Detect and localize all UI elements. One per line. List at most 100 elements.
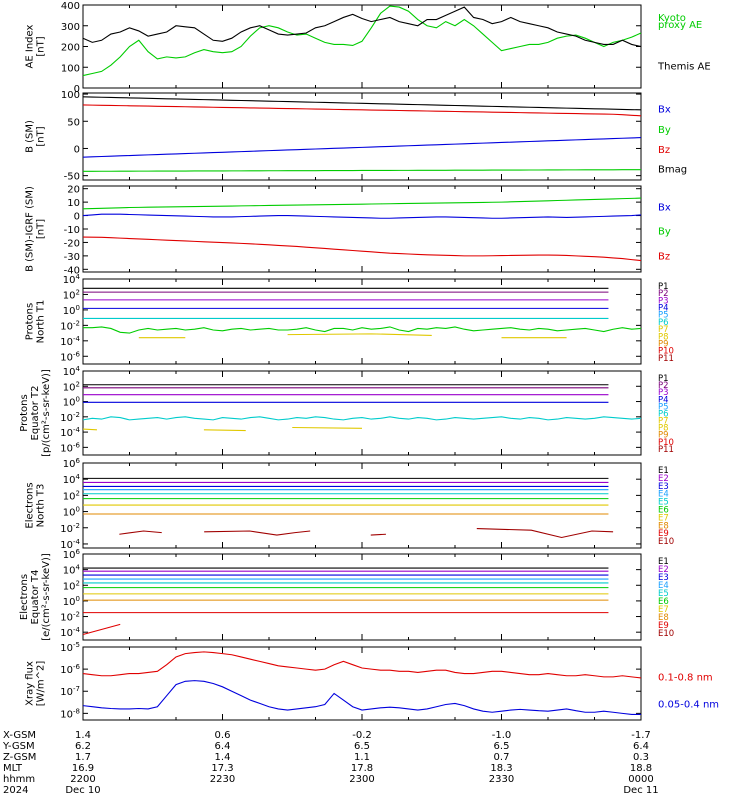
xray-ylabel: [W/m^2] (36, 661, 47, 707)
xaxis-value: -1.7 (631, 730, 651, 741)
pn-legend-p4: P4 (658, 304, 669, 314)
bigrf-tick-label: -40 (64, 265, 80, 276)
ae-tick-label: 400 (61, 1, 80, 12)
en-tick-label: 10-4 (60, 538, 80, 551)
pn-tick-label: 10-4 (60, 335, 80, 348)
ee-legend-e7: E7 (658, 605, 669, 615)
ee-legend-e6: E6 (658, 597, 669, 607)
ae-legend-kyoto: Kyoto (658, 13, 686, 24)
xray-series-0-1-0-8-nm (82, 651, 642, 679)
pe-segment-p7 (82, 428, 97, 431)
pe-legend-p9: P9 (658, 431, 669, 441)
pe-tick-label: 10-2 (60, 411, 80, 424)
xaxis-value: 0.7 (494, 752, 510, 763)
pn-tick-label: 104 (63, 273, 81, 286)
xaxis-value: Dec 10 (65, 785, 100, 796)
xaxis-value: 17.8 (351, 763, 373, 774)
bsm-legend-bx: Bx (658, 105, 671, 116)
pe-legend-p5: P5 (658, 402, 669, 412)
pe-ylabel: [p/(cm²-s-sr-keV)] (41, 369, 52, 457)
ee-legend-e4: E4 (658, 581, 669, 591)
xaxis-value: 6.2 (75, 741, 91, 752)
pe-legend-p2: P2 (658, 381, 669, 391)
pn-legend-p3: P3 (658, 296, 669, 306)
ae-frame (82, 4, 642, 89)
ee-tick-label: 106 (63, 548, 81, 561)
xaxis-value: 2300 (349, 774, 374, 785)
ae-ylabel: [nT] (36, 36, 47, 56)
en-tick-label: 10-2 (60, 522, 80, 535)
en-legend-e8: E8 (658, 521, 669, 531)
pe-legend-p11: P11 (658, 445, 674, 455)
ee-ylabel: [e/(cm²-s-sr-keV)] (41, 553, 52, 641)
pn-legend-p5: P5 (658, 311, 669, 321)
bigrf-legend-bz: Bz (658, 252, 670, 263)
xaxis-value: Dec 11 (623, 785, 658, 796)
ae-tick-label: 0 (74, 84, 80, 95)
bigrf-series-bx (82, 213, 642, 219)
pe-ylabel: Protons (19, 394, 30, 431)
xaxis-value: 2230 (210, 774, 235, 785)
pn-segment-p8 (287, 333, 432, 336)
pn-tick-label: 10-6 (60, 350, 80, 363)
ee-frame (82, 553, 642, 641)
en-tick-label: 106 (63, 457, 81, 470)
pe-legend-p1: P1 (658, 374, 669, 384)
pe-legend-p3: P3 (658, 388, 669, 398)
xaxis-value: 2200 (70, 774, 95, 785)
ee-segment-e10 (82, 623, 121, 636)
bsm-ylabel: B (SM) (25, 120, 36, 153)
ee-tick-label: 104 (63, 564, 81, 577)
xray-legend-0-05-0-4-nm: 0.05-0.4 nm (658, 699, 719, 710)
bigrf-tick-label: 10 (67, 198, 80, 209)
pe-tick-label: 104 (63, 365, 81, 378)
en-legend-e6: E6 (658, 506, 669, 516)
bigrf-tick-label: -10 (64, 225, 80, 236)
bsm-ylabel: [nT] (36, 126, 47, 146)
bsm-legend-bmag: Bmag (658, 165, 687, 176)
ee-legend-e5: E5 (658, 589, 669, 599)
pe-frame (82, 370, 642, 456)
pe-series-p6 (82, 416, 642, 421)
en-legend-e10: E10 (658, 537, 674, 547)
pn-legend-p11: P11 (658, 354, 674, 364)
bigrf-tick-label: 0 (74, 212, 80, 223)
pn-legend-p10: P10 (658, 347, 674, 357)
xaxis-value: 18.8 (630, 763, 652, 774)
ee-tick-label: 10-4 (60, 626, 80, 639)
pe-legend-p8: P8 (658, 424, 669, 434)
xaxis-value: 18.3 (490, 763, 512, 774)
xaxis-value: 0.3 (633, 752, 649, 763)
pe-tick-label: 100 (63, 396, 80, 409)
xaxis-value: 1.7 (75, 752, 91, 763)
xaxis-value: 6.4 (215, 741, 231, 752)
en-tick-label: 102 (63, 489, 80, 502)
xray-tick-label: 10-6 (60, 663, 80, 676)
bsm-tick-label: 50 (67, 117, 80, 128)
ee-legend-e3: E3 (658, 573, 669, 583)
ae-legend-proxy-ae: proxy AE (658, 20, 702, 31)
bigrf-ylabel: [nT] (36, 219, 47, 239)
xray-ylabel: Xray flux (25, 661, 36, 706)
bigrf-ylabel: B (SM)-IGRF (SM) (25, 186, 36, 272)
bigrf-series-by (82, 197, 642, 210)
pe-legend-p4: P4 (658, 395, 669, 405)
ae-series-kyoto (82, 5, 642, 77)
bigrf-frame (82, 185, 642, 273)
xaxis-row-label: Y-GSM (2, 741, 35, 752)
pn-legend-p9: P9 (658, 339, 669, 349)
xaxis-value: 6.5 (354, 741, 370, 752)
pn-legend-p8: P8 (658, 332, 669, 342)
pn-legend-p2: P2 (658, 289, 669, 299)
pe-ylabel: Equator T2 (30, 386, 41, 441)
bigrf-tick-label: -30 (64, 252, 80, 263)
xaxis-row-label: Z-GSM (3, 752, 36, 763)
xaxis-value: 17.3 (211, 763, 233, 774)
bsm-tick-label: 100 (61, 90, 80, 101)
pe-segment-p7 (292, 426, 363, 429)
xaxis-value: -0.2 (352, 730, 372, 741)
bsm-legend-by: By (658, 125, 671, 136)
bsm-series-bmag (82, 96, 642, 111)
xray-legend-0-1-0-8-nm: 0.1-0.8 nm (658, 673, 713, 684)
xaxis-value: 1.1 (354, 752, 370, 763)
